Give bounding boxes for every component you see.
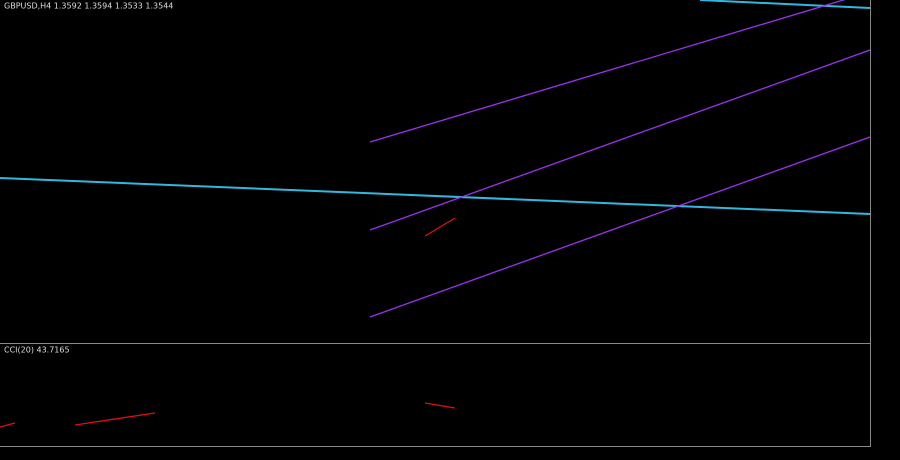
divergence-line [74, 412, 156, 426]
channel-line [369, 0, 846, 143]
channel-line [369, 49, 871, 231]
drawings [0, 0, 871, 428]
chart-title: GBPUSD,H4 1.3592 1.3594 1.3533 1.3544 [4, 2, 173, 11]
divergence-line [424, 217, 456, 237]
divergence-line [0, 422, 16, 428]
trend-line [0, 177, 871, 215]
labels: GBPUSD,H4 1.3592 1.3594 1.3533 1.3544 CC… [4, 2, 173, 355]
indicator-title: CCI(20) 43.7165 [4, 346, 70, 355]
divergence-line [424, 402, 456, 409]
channel-line [369, 136, 871, 318]
trend-line [699, 0, 871, 9]
